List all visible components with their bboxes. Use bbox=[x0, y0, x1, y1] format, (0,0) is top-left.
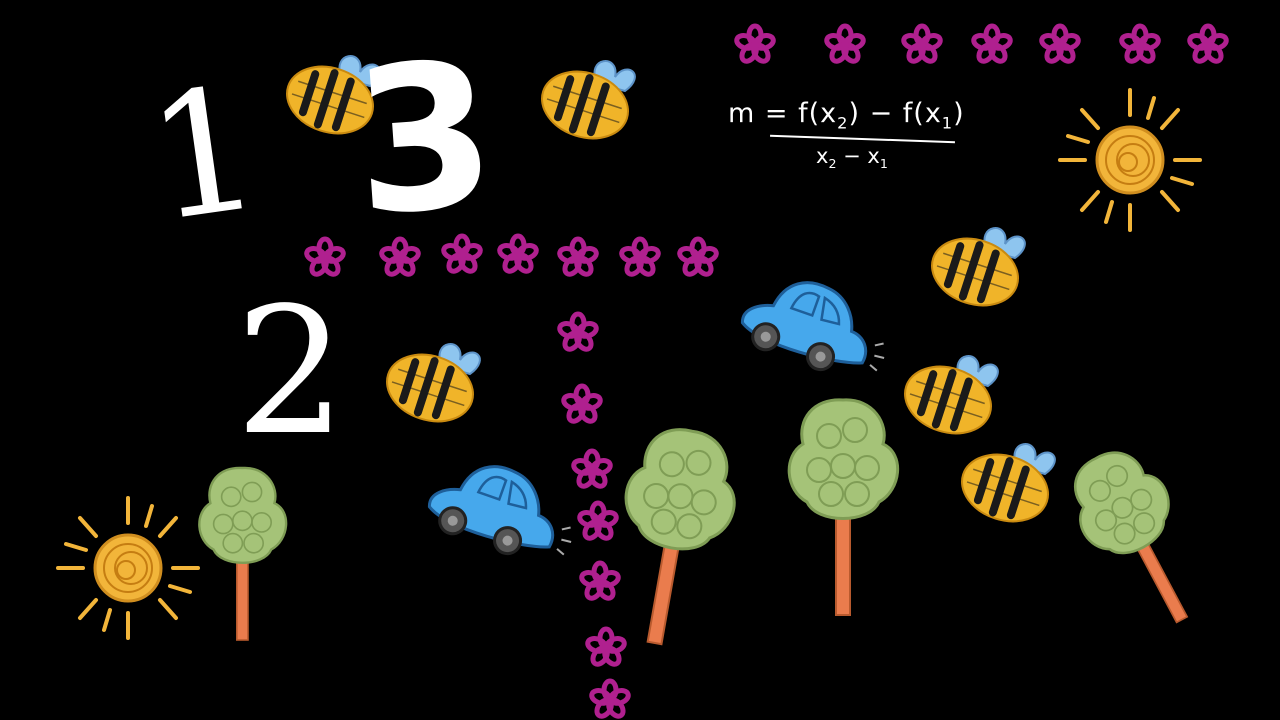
bee-icon bbox=[923, 228, 1026, 316]
sun-icon bbox=[1058, 88, 1202, 232]
car-icon bbox=[420, 451, 587, 570]
flower-icon bbox=[580, 563, 620, 601]
bee-icon bbox=[896, 356, 999, 444]
flower-icon bbox=[902, 26, 942, 64]
flower-icon bbox=[586, 629, 626, 667]
flower-icon bbox=[498, 236, 538, 274]
flower-icon bbox=[678, 239, 718, 277]
flower-icon bbox=[1120, 26, 1160, 64]
tree-icon bbox=[787, 398, 900, 617]
flower-icon bbox=[825, 26, 865, 64]
flower-icon bbox=[735, 26, 775, 64]
flower-icon bbox=[590, 681, 630, 719]
tree-icon bbox=[198, 466, 288, 642]
tree-icon bbox=[1054, 435, 1225, 643]
slope-formula: m = f(x2) − f(x1) x2 − x1 bbox=[728, 98, 965, 172]
formula-numerator: m = f(x2) − f(x1) bbox=[728, 98, 965, 133]
numeral-two: 2 bbox=[235, 271, 347, 474]
fraction-bar bbox=[770, 135, 955, 144]
tree-icon bbox=[600, 420, 748, 654]
bee-icon bbox=[533, 61, 636, 149]
flower-icon bbox=[562, 386, 602, 424]
numeral-three: 3 bbox=[347, 18, 503, 261]
formula-denominator: x2 − x1 bbox=[816, 144, 888, 172]
bee-icon bbox=[378, 344, 481, 432]
bee-icon bbox=[953, 444, 1056, 532]
flower-icon bbox=[558, 239, 598, 277]
car-icon bbox=[733, 267, 900, 386]
flower-icon bbox=[1188, 26, 1228, 64]
flower-icon bbox=[972, 26, 1012, 64]
flower-icon bbox=[572, 451, 612, 489]
flower-icon bbox=[1040, 26, 1080, 64]
sun-icon bbox=[56, 496, 200, 640]
flower-icon bbox=[620, 239, 660, 277]
formula-lhs: m bbox=[728, 98, 756, 129]
flower-icon bbox=[578, 503, 618, 541]
flower-icon bbox=[558, 314, 598, 352]
